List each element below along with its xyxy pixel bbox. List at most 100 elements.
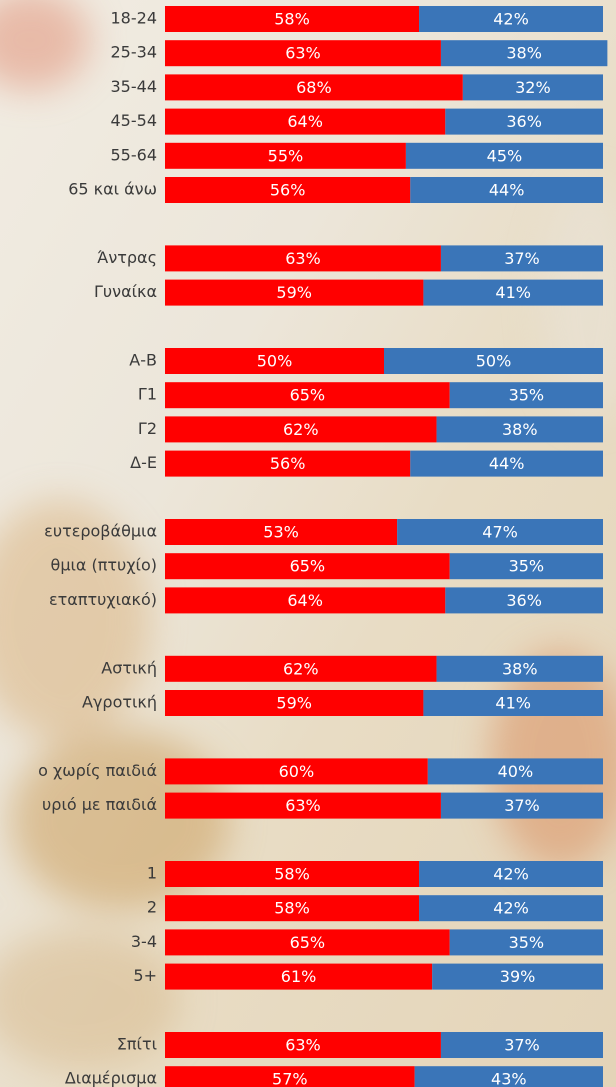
bar-segment: [423, 279, 603, 306]
bar-segment: [445, 108, 603, 135]
value-label: 38%: [502, 659, 538, 678]
value-label: 59%: [276, 694, 312, 713]
category-label: ευτεροβάθμια: [44, 522, 157, 541]
category-label: 5+: [133, 966, 157, 985]
category-label: Γ2: [138, 419, 157, 438]
value-label: 45%: [487, 146, 523, 165]
category-label: 2: [147, 898, 157, 917]
bar-segment: [419, 861, 603, 887]
value-label: 58%: [274, 10, 310, 29]
bar-segment: [165, 416, 437, 443]
value-label: 59%: [276, 283, 312, 302]
value-label: 63%: [285, 1036, 321, 1055]
bar-segment: [419, 895, 603, 922]
bar-segment: [165, 6, 420, 32]
category-label: Δ-Ε: [130, 453, 157, 472]
bar-segment: [165, 177, 411, 203]
bar-segment: [410, 450, 603, 477]
bar-segment: [165, 963, 433, 990]
category-label: Αγροτική: [82, 693, 157, 712]
category-label: θμια (πτυχίο): [51, 556, 157, 575]
bar-segment: [462, 74, 603, 101]
value-label: 47%: [482, 523, 518, 542]
bar-segment: [165, 142, 406, 169]
value-label: 62%: [283, 420, 319, 439]
bar-segment: [397, 519, 603, 545]
value-label: 57%: [272, 1070, 308, 1087]
value-label: 63%: [285, 44, 321, 63]
value-label: 58%: [274, 865, 310, 884]
bar-segment: [165, 553, 450, 580]
bar-segment: [165, 279, 424, 306]
bar-segment: [165, 895, 420, 922]
value-label: 35%: [509, 386, 545, 405]
bar-segment: [436, 655, 603, 682]
bar-segment: [445, 587, 603, 614]
value-label: 55%: [268, 146, 304, 165]
value-label: 56%: [270, 181, 306, 200]
value-label: 35%: [509, 933, 545, 952]
bar-segment: [440, 792, 603, 819]
value-label: 42%: [493, 899, 529, 918]
category-label: 3-4: [131, 932, 157, 951]
bar-segment: [165, 245, 441, 272]
value-label: 65%: [290, 933, 326, 952]
bar-segment: [423, 690, 603, 716]
value-label: 68%: [296, 78, 332, 97]
value-label: 36%: [506, 112, 542, 131]
bar-segment: [419, 6, 603, 32]
category-label: Αστική: [101, 658, 157, 677]
bar-segment: [436, 416, 603, 443]
bar-segment: [165, 929, 450, 956]
bar-segment: [165, 758, 428, 785]
bars: 18-24 58% 42% 25-34 63% 38% 35-44 68% 32% 45-54 64…: [38, 6, 608, 1087]
bar-segment: [384, 348, 603, 374]
value-label: 53%: [263, 523, 299, 542]
bar-segment: [165, 74, 463, 101]
category-label: Διαμέρισμα: [65, 1069, 157, 1087]
value-label: 37%: [504, 1036, 540, 1055]
value-label: 44%: [489, 454, 525, 473]
value-label: 65%: [290, 557, 326, 576]
value-label: 63%: [285, 796, 321, 815]
value-label: 32%: [515, 78, 551, 97]
value-label: 50%: [476, 352, 512, 371]
bar-segment: [432, 963, 603, 990]
value-label: 42%: [493, 10, 529, 29]
bar-segment: [165, 861, 420, 887]
bar-segment: [440, 1032, 603, 1058]
bar-segment: [165, 40, 441, 67]
value-label: 61%: [281, 967, 317, 986]
category-label: 55-64: [111, 145, 158, 164]
value-label: 38%: [502, 420, 538, 439]
bar-segment: [165, 108, 446, 135]
category-label: εταπτυχιακό): [49, 590, 157, 609]
category-label: Γ1: [138, 385, 157, 404]
category-label: 18-24: [111, 9, 158, 28]
bar-segment: [165, 792, 441, 819]
value-label: 41%: [495, 283, 531, 302]
bar-segment: [165, 450, 411, 477]
value-label: 44%: [489, 181, 525, 200]
value-label: 40%: [498, 762, 534, 781]
bar-segment: [165, 690, 424, 716]
value-label: 43%: [491, 1070, 527, 1087]
value-label: 38%: [506, 44, 542, 63]
value-label: 50%: [257, 352, 293, 371]
category-label: 45-54: [111, 111, 158, 130]
value-label: 63%: [285, 249, 321, 268]
value-label: 64%: [287, 112, 323, 131]
bar-segment: [440, 245, 603, 272]
value-label: 41%: [495, 694, 531, 713]
value-label: 56%: [270, 454, 306, 473]
bar-segment: [427, 758, 603, 785]
bar-segment: [414, 1066, 603, 1087]
bar-segment: [405, 142, 603, 169]
bar-segment: [165, 1032, 441, 1058]
category-label: ο χωρίς παιδιά: [38, 761, 157, 780]
value-label: 37%: [504, 796, 540, 815]
category-label: Σπίτι: [117, 1035, 157, 1054]
category-label: 35-44: [111, 77, 158, 96]
bar-segment: [165, 655, 437, 682]
value-label: 37%: [504, 249, 540, 268]
